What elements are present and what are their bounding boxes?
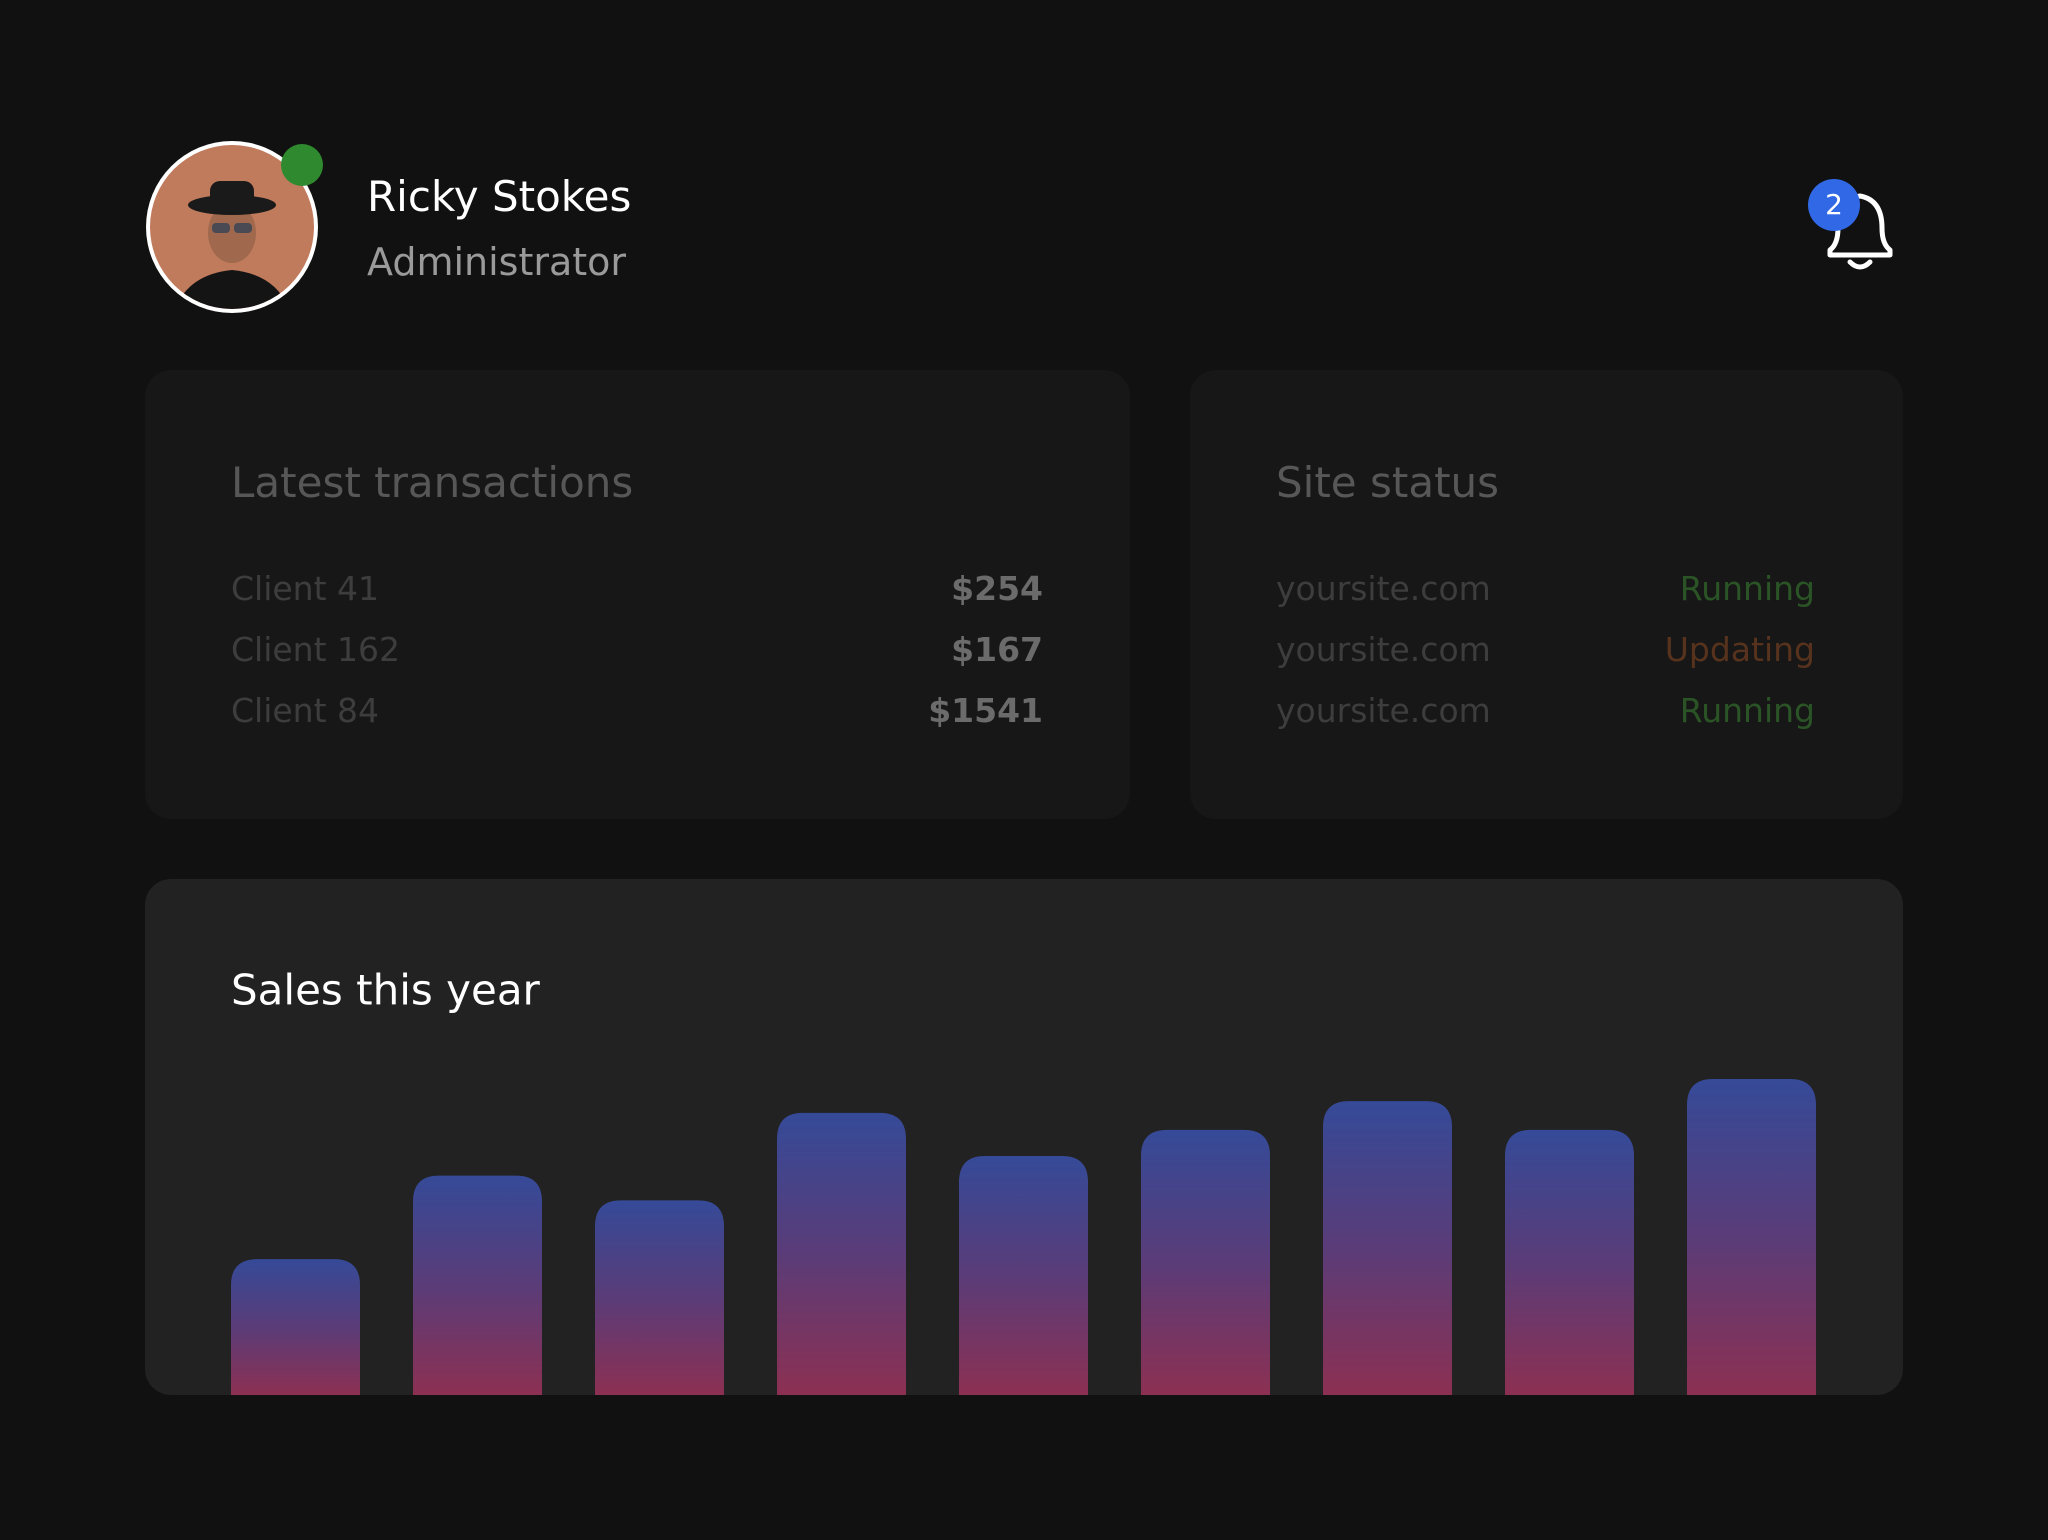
user-role: Administrator <box>367 240 627 284</box>
bar <box>413 1175 542 1395</box>
amount: $1541 <box>928 691 1043 730</box>
client: Client 162 <box>231 630 401 669</box>
bar <box>1323 1101 1452 1395</box>
amount: $167 <box>951 630 1043 669</box>
site: yoursite.com <box>1276 630 1491 669</box>
status: Running <box>1679 569 1815 608</box>
bar <box>231 1259 360 1395</box>
site: yoursite.com <box>1276 691 1491 730</box>
transactions-card: Latest transactions Client 41 $254 Clien… <box>145 370 1130 819</box>
avatar <box>146 141 323 313</box>
client: Client 84 <box>231 691 380 730</box>
amount: $254 <box>951 569 1043 608</box>
bar <box>959 1156 1088 1395</box>
user-name: Ricky Stokes <box>367 172 632 221</box>
bar <box>595 1200 724 1395</box>
chart-title: Sales this year <box>231 966 541 1015</box>
bar <box>1687 1078 1816 1395</box>
sales-chart: Sales this year <box>145 879 1903 1395</box>
bar <box>1141 1129 1270 1395</box>
status: Running <box>1679 691 1815 730</box>
card-title: Latest transactions <box>231 458 634 507</box>
site: yoursite.com <box>1276 569 1491 608</box>
chart-card <box>145 879 1903 1395</box>
notification-count: 2 <box>1825 188 1843 221</box>
card-title: Site status <box>1276 458 1500 507</box>
client: Client 41 <box>231 569 380 608</box>
status: Updating <box>1664 630 1815 669</box>
notification-bell[interactable]: 2 <box>1800 170 1910 280</box>
bar <box>777 1112 906 1395</box>
site-status-card: Site status yoursite.com Running yoursit… <box>1190 370 1903 819</box>
bar <box>1505 1129 1634 1395</box>
